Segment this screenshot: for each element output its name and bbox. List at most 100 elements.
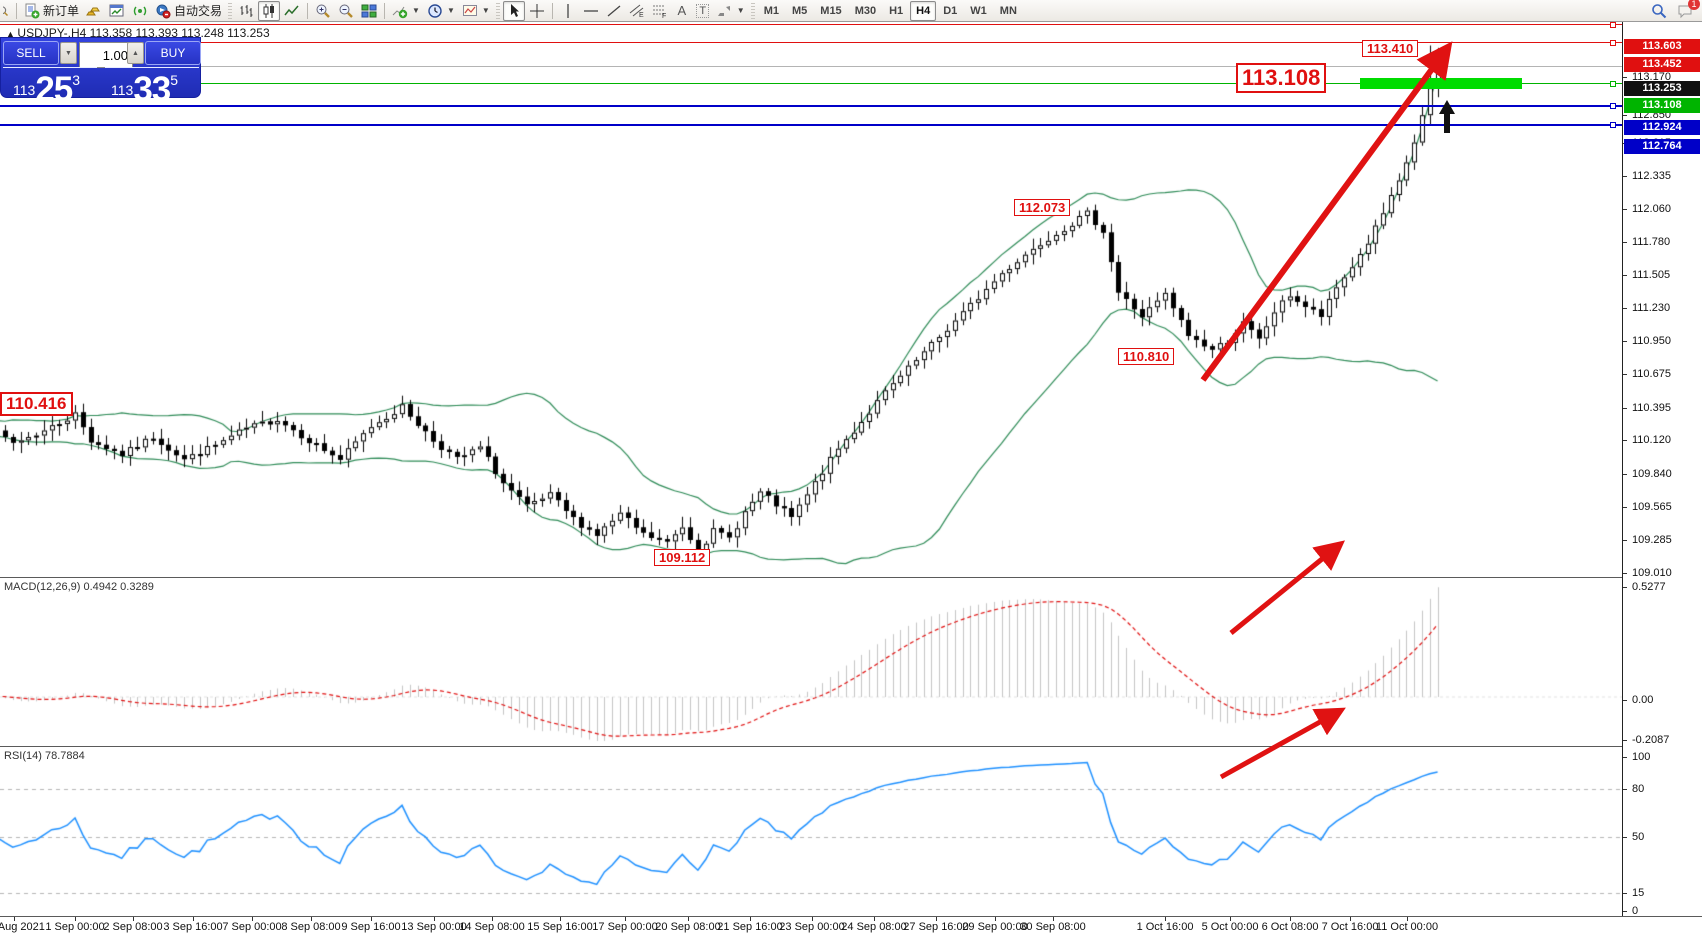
signal-button[interactable] [129, 1, 151, 21]
template-icon [462, 4, 477, 16]
dropdown-arrow-icon: ▼ [736, 6, 745, 15]
timeframe-w1-button[interactable]: W1 [970, 4, 987, 17]
time-axis-label: 7 Oct 16:00 [1321, 921, 1379, 933]
horizontal-line-tool-button[interactable] [580, 1, 602, 21]
tile-windows-button[interactable] [358, 1, 380, 21]
axis-tick-label: 0.00 [1632, 694, 1654, 706]
notifications-button[interactable]: 1 [1674, 0, 1700, 21]
bid-quote: 113253 [13, 70, 81, 109]
notification-badge: 1 [1688, 0, 1700, 10]
fibonacci-icon: F [652, 5, 666, 19]
templates-button[interactable]: ▼ [459, 1, 493, 21]
tile-windows-icon [361, 4, 377, 17]
current-price-line[interactable] [0, 66, 1622, 68]
timeframe-m1-button[interactable]: M1 [763, 4, 779, 17]
timeframe-d1-button[interactable]: D1 [943, 4, 958, 17]
level-line-handle[interactable] [1610, 80, 1616, 87]
macd-pane-canvas[interactable] [0, 579, 1622, 745]
text-label-tool-button[interactable]: T [693, 1, 713, 21]
timeframe-m30-button[interactable]: M30 [854, 4, 877, 17]
time-axis-tick [434, 917, 435, 921]
candlestick-mode-button[interactable] [258, 0, 281, 21]
horizontal-level-line[interactable] [0, 104, 1622, 107]
axis-tick-label: 113.170 [1632, 70, 1671, 83]
trendline-tool-button[interactable] [603, 1, 625, 21]
candlestick-icon [263, 3, 275, 18]
timeframe-h1-button[interactable]: H1 [889, 4, 904, 17]
price-annotation-label[interactable]: 110.416 [0, 392, 73, 416]
timeframe-m5-button[interactable]: M5 [792, 4, 808, 17]
volume-up-button[interactable]: ▲ [127, 42, 144, 64]
time-axis-label: 2 Sep 08:00 [103, 921, 163, 933]
vertical-line-icon [567, 3, 569, 18]
price-axis[interactable]: 113.170112.850112.615112.335112.060111.7… [1622, 22, 1702, 917]
axis-tick-label: 0.5277 [1632, 581, 1666, 594]
level-line-handle[interactable] [1610, 39, 1616, 46]
new-order-button[interactable]: 新订单 [21, 1, 82, 21]
arrows-tool-button[interactable]: ▼ [714, 1, 748, 21]
timeframe-m15-button[interactable]: M15 [820, 4, 842, 17]
horizontal-level-line[interactable] [0, 42, 1622, 44]
timeframe-mn-button[interactable]: MN [999, 4, 1017, 17]
horizontal-level-line[interactable] [0, 123, 1622, 126]
time-axis-label: 7 Sep 00:00 [222, 921, 282, 933]
time-axis-tick [75, 917, 76, 921]
sell-button[interactable]: SELL [3, 41, 59, 65]
gold-ingots-button[interactable] [83, 1, 105, 21]
cursor-icon [510, 3, 519, 17]
gold-ingots-icon [86, 7, 100, 15]
crosshair-tool-button[interactable] [526, 1, 548, 21]
auto-trading-button[interactable]: 自动交易 [152, 1, 225, 21]
horizontal-level-line[interactable] [0, 24, 1622, 26]
zoom-out-button[interactable] [335, 1, 357, 21]
periods-button[interactable]: ▼ [424, 1, 458, 21]
pane-splitter-macd[interactable] [0, 577, 1702, 578]
axis-tick [1623, 242, 1627, 244]
zoom-in-button[interactable] [312, 1, 334, 21]
rsi-pane-canvas[interactable] [0, 748, 1622, 915]
dropdown-arrow-icon: ▼ [446, 6, 455, 15]
signal-icon [133, 6, 147, 15]
time-axis-tick [14, 917, 15, 921]
price-annotation-label[interactable]: 113.108 [1236, 63, 1327, 93]
axis-tick-label: 109.010 [1632, 566, 1672, 579]
axis-tick [1623, 407, 1627, 409]
price-annotation-label[interactable]: 110.810 [1118, 348, 1175, 365]
new-order-label: 新订单 [43, 4, 80, 18]
volume-input[interactable] [79, 42, 133, 68]
search-button[interactable] [1648, 1, 1670, 21]
horizontal-level-line[interactable] [0, 83, 1622, 85]
chart-window-button[interactable] [106, 1, 128, 21]
chart-window-icon [109, 4, 124, 16]
line-chart-mode-button[interactable] [281, 1, 303, 21]
axis-tick [1623, 341, 1627, 343]
cursor-tool-button[interactable] [502, 0, 525, 21]
time-axis-tick [750, 917, 751, 921]
timeframe-h4-button[interactable]: H4 [910, 0, 937, 21]
level-line-handle[interactable] [1610, 121, 1616, 128]
equidistant-channel-tool-button[interactable]: E [626, 1, 648, 21]
indicators-button[interactable]: ▼ [389, 1, 423, 21]
time-axis-label: 24 Sep 08:00 [841, 921, 907, 933]
clipped-toolbar-icon[interactable] [2, 1, 12, 21]
time-axis-label: 30 Aug 2021 [0, 921, 45, 933]
time-axis-label: 9 Sep 16:00 [341, 921, 401, 933]
vertical-line-tool-button[interactable] [557, 1, 579, 21]
bar-chart-mode-button[interactable] [235, 1, 257, 21]
level-line-handle[interactable] [1610, 21, 1616, 28]
volume-down-button[interactable]: ▼ [60, 42, 77, 64]
price-annotation-label[interactable]: 113.410 [1362, 40, 1419, 57]
dropdown-arrow-icon: ▼ [412, 6, 420, 15]
time-axis-label: 5 Oct 00:00 [1201, 921, 1259, 933]
time-axis-label: 21 Sep 16:00 [717, 921, 783, 933]
green-supply-zone-rectangle[interactable] [1360, 78, 1522, 90]
text-tool-button[interactable]: A [672, 1, 692, 21]
level-line-handle[interactable] [1610, 102, 1616, 109]
price-annotation-label[interactable]: 109.112 [654, 549, 711, 566]
buy-button[interactable]: BUY [145, 41, 201, 65]
fibonacci-tool-button[interactable]: F [649, 1, 671, 21]
axis-tick [1623, 740, 1627, 742]
price-annotation-label[interactable]: 112.073 [1014, 199, 1071, 216]
pane-splitter-rsi[interactable] [0, 746, 1702, 747]
